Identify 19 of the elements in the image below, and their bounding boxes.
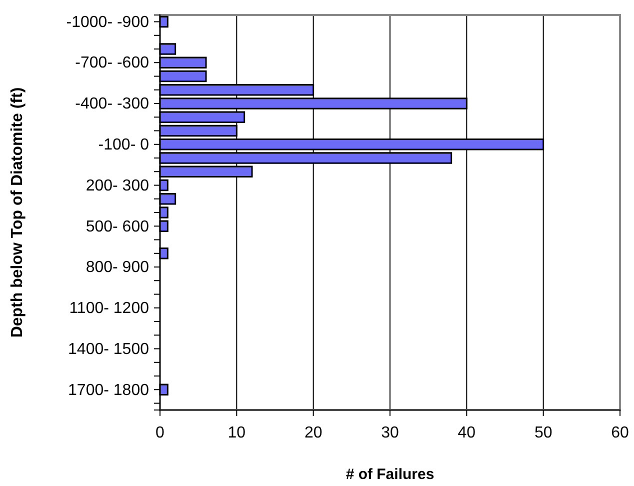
y-tick-label: 1400- 1500: [68, 340, 150, 358]
x-axis-title: # of Failures: [346, 466, 434, 483]
y-axis-title: Depth below Top of Diatomite (ft): [9, 87, 26, 338]
y-tick-label: -1000- -900: [66, 14, 150, 31]
y-tick-label: -100- 0: [98, 136, 150, 154]
x-tick-label: 30: [381, 424, 399, 442]
y-tick-label: 800- 900: [86, 259, 150, 276]
y-tick-label: 500- 600: [86, 218, 150, 236]
x-tick-label: 50: [534, 424, 552, 442]
y-tick-label: 1700- 1800: [68, 382, 150, 399]
x-tick-label: 0: [156, 424, 165, 442]
x-tick-label: 40: [458, 424, 476, 442]
x-tick-label: 60: [611, 424, 629, 442]
y-tick-label: 1100- 1200: [69, 300, 150, 317]
y-tick-label: 200- 300: [86, 177, 150, 194]
x-tick-label: 20: [304, 424, 322, 442]
y-tick-label: -700- -600: [75, 54, 150, 72]
x-tick-label: 10: [228, 424, 246, 442]
y-tick-label: -400- -300: [75, 96, 150, 113]
